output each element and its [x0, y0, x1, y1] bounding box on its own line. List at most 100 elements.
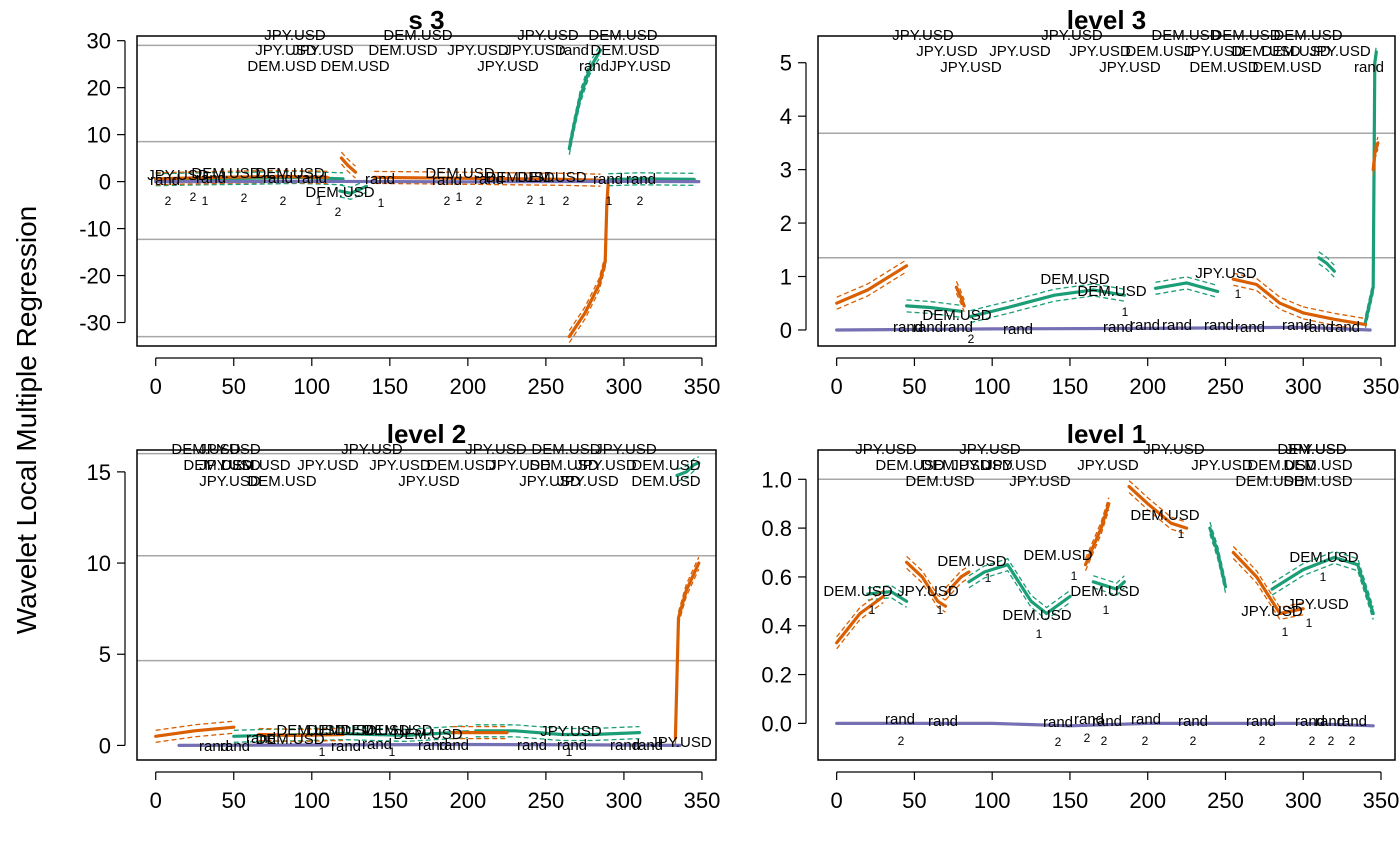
panel-s3: s 3 0 50 100 150 200 250 300 350 -30 -20 -10 0 10 20 30…	[79, 5, 720, 399]
y-tick-label: 5	[780, 51, 792, 76]
ci-lower-DEM.USD	[1318, 263, 1335, 278]
annotation-subscript: 1	[869, 603, 876, 617]
series-annotation: JPY.USD	[199, 473, 261, 490]
series-annotation: rand	[928, 713, 958, 730]
series-annotation: DEM.USD	[1277, 441, 1346, 458]
series-annotation: JPY.USD	[892, 27, 954, 44]
x-tick-label: 350	[1363, 788, 1400, 813]
series-annotation: DEM.USD	[426, 457, 495, 474]
series-annotation: rand	[1103, 319, 1133, 336]
series-line-JPY.USD	[954, 285, 966, 308]
ci-lower-JPY.USD	[374, 182, 601, 187]
panel-level-1: level 1 0 50 100 150 200 250 300 350 0.0 0.2 0.4 0.6…	[761, 419, 1399, 813]
ci-upper-DEM.USD	[608, 172, 695, 175]
series-annotation: DEM.USD	[1283, 457, 1352, 474]
annotation-subscript: 2	[1101, 734, 1108, 748]
annotation-subscript: 2	[335, 205, 342, 219]
x-tick-label: 150	[1052, 788, 1089, 813]
series-annotation: rand	[1295, 713, 1325, 730]
x-tick-label: 50	[902, 788, 926, 813]
series-annotation: JPY.USD	[1183, 43, 1245, 60]
series-annotation: rand	[246, 730, 276, 747]
annotation-subscript: 1	[566, 745, 573, 759]
series-annotation: JPY.USD	[595, 441, 657, 458]
y-tick-label: 1	[780, 265, 792, 290]
series-annotation: DEM.USD	[1125, 43, 1194, 60]
series-annotation: rand	[885, 711, 915, 728]
x-tick-label: 300	[606, 788, 643, 813]
series-annotation: DEM.USD	[221, 457, 290, 474]
ci-upper-DEM.USD	[867, 584, 907, 596]
panel-level-2: level 2 0 50 100 150 200 250 300 350 0 5 10 15 DEM.US…	[87, 419, 721, 813]
annotation-subscript: 2	[1190, 734, 1197, 748]
ci-lower-DEM.USD	[1271, 562, 1374, 620]
series-annotation: rand	[557, 737, 587, 754]
series-annotation: rand	[893, 319, 923, 336]
plot-frame	[817, 35, 1396, 347]
annotation-subscript: 1	[1103, 603, 1110, 617]
series-line-DEM.USD	[904, 304, 963, 313]
series-annotation: DEM.USD	[255, 731, 324, 748]
series-annotation: DEM.USD	[529, 457, 598, 474]
series-line-JPY.USD	[567, 259, 607, 339]
series-annotation: DEM.USD	[393, 726, 462, 743]
series-annotation: JPY.USD	[951, 457, 1013, 474]
series-line-DEM.USD	[1208, 526, 1228, 589]
series-annotation: DEM.USD	[937, 553, 1006, 570]
x-tick-label: 100	[293, 374, 330, 399]
ci-upper-JPY.USD	[955, 280, 965, 301]
x-tick-label: 350	[1363, 374, 1400, 399]
series-line-JPY.USD	[835, 264, 909, 305]
ci-lower-DEM.USD	[1093, 587, 1125, 596]
series-annotation: rand	[150, 172, 180, 189]
series-annotation: rand	[579, 58, 609, 75]
annotation-subscript: 1	[606, 194, 613, 208]
y-tick-label: 10	[87, 123, 111, 148]
annotation-subscript: 1	[1122, 305, 1129, 319]
ci-lower-JPY.USD	[1128, 492, 1187, 535]
ci-lower-JPY.USD	[906, 567, 946, 613]
series-annotation: DEM.USD	[922, 307, 991, 324]
series-line-DEM.USD	[1153, 281, 1220, 294]
x-tick-label: 100	[974, 374, 1011, 399]
y-tick-label: -20	[79, 264, 111, 289]
series-line-JPY.USD	[257, 732, 345, 738]
x-tick-label: 0	[150, 788, 162, 813]
series-annotation: DEM.USD	[1235, 473, 1304, 490]
series-annotation: JPY.USD	[369, 457, 431, 474]
x-tick-label: 150	[371, 788, 408, 813]
x-tick-label: 200	[1129, 788, 1166, 813]
series-annotation: rand	[1092, 713, 1122, 730]
series-line-JPY.USD	[1083, 502, 1111, 567]
series-annotation: JPY.USD	[1143, 441, 1205, 458]
series-annotation: rand	[593, 171, 623, 188]
series-annotation: DEM.USD	[590, 42, 659, 59]
ci-lower-DEM.USD	[906, 311, 962, 318]
annotation-subscript: 1	[202, 194, 209, 208]
series-annotation: JPY.USD	[147, 167, 209, 184]
annotation-subscript: 2	[444, 194, 451, 208]
annotation-subscript: 1	[1282, 625, 1289, 639]
series-annotation: DEM.USD	[171, 441, 240, 458]
series-line-DEM.USD	[866, 589, 909, 603]
series-annotation: DEM.USD	[1252, 59, 1321, 76]
annotation-subscript: 2	[190, 190, 197, 204]
ci-upper-JPY.USD	[155, 720, 234, 731]
series-annotation: rand	[432, 172, 462, 189]
series-annotation: JPY.USD	[1287, 596, 1349, 613]
annotation-subscript: 1	[316, 194, 323, 208]
series-annotation: DEM.USD	[383, 27, 452, 44]
ci-lower-DEM.USD	[970, 295, 1125, 324]
y-tick-label: 15	[87, 460, 111, 485]
ci-lower-DEM.USD	[233, 737, 468, 743]
y-tick-label: 1.0	[761, 467, 792, 492]
annotation-subscript: 1	[456, 190, 463, 204]
series-annotation: DEM.USD	[1247, 457, 1316, 474]
ci-lower-JPY.USD	[1084, 509, 1110, 571]
series-annotation: DEM.USD	[1283, 473, 1352, 490]
series-annotation: rand	[559, 42, 589, 59]
series-annotation: JPY.USD	[519, 473, 581, 490]
ci-upper-JPY.USD	[340, 151, 356, 167]
y-tick-label: 10	[87, 551, 111, 576]
series-annotation: JPY.USD	[575, 457, 637, 474]
